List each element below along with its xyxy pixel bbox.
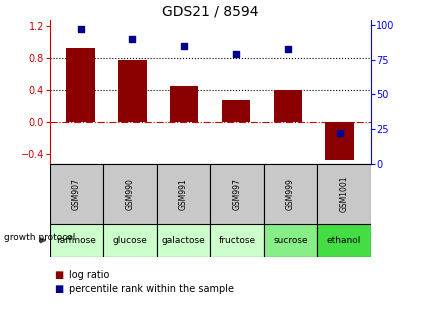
Point: [232, 52, 239, 57]
Bar: [118, 60, 146, 122]
Bar: [221, 99, 250, 122]
Text: log ratio: log ratio: [69, 270, 109, 280]
Text: GSM997: GSM997: [232, 178, 241, 210]
Text: growth protocol: growth protocol: [4, 232, 76, 242]
Text: glucose: glucose: [112, 236, 147, 245]
Bar: [103, 164, 156, 224]
Bar: [49, 224, 103, 257]
Text: GSM907: GSM907: [72, 178, 81, 210]
Bar: [156, 164, 210, 224]
Bar: [103, 224, 156, 257]
Title: GDS21 / 8594: GDS21 / 8594: [162, 5, 258, 18]
Bar: [169, 86, 198, 122]
Bar: [49, 164, 103, 224]
Text: fructose: fructose: [218, 236, 255, 245]
Bar: [263, 164, 316, 224]
Bar: [316, 224, 370, 257]
Bar: [273, 90, 301, 122]
Text: GSM991: GSM991: [178, 178, 187, 210]
Point: [77, 27, 84, 32]
Bar: [210, 164, 263, 224]
Text: GSM1001: GSM1001: [338, 176, 347, 212]
Point: [284, 46, 291, 51]
Text: raffinose: raffinose: [56, 236, 96, 245]
Bar: [316, 164, 370, 224]
Text: ■: ■: [54, 270, 63, 280]
Text: sucrose: sucrose: [273, 236, 307, 245]
Text: GSM999: GSM999: [285, 178, 294, 210]
Text: ■: ■: [54, 284, 63, 294]
Point: [180, 43, 187, 48]
Text: galactose: galactose: [161, 236, 205, 245]
Bar: [325, 122, 353, 160]
Text: percentile rank within the sample: percentile rank within the sample: [69, 284, 233, 294]
Bar: [66, 48, 95, 122]
Point: [335, 130, 342, 136]
Bar: [263, 224, 316, 257]
Bar: [156, 224, 210, 257]
Bar: [210, 224, 263, 257]
Text: GSM990: GSM990: [125, 178, 134, 210]
Point: [129, 36, 135, 42]
Text: ethanol: ethanol: [326, 236, 360, 245]
